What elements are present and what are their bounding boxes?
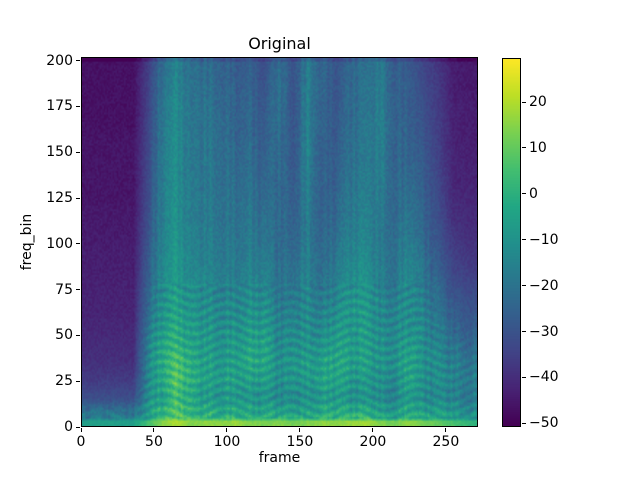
y-tick-mark <box>76 289 80 291</box>
colorbar-gradient <box>503 59 520 426</box>
x-tick-mark <box>445 428 447 432</box>
plot-area <box>81 57 478 427</box>
y-tick-mark <box>76 426 80 428</box>
colorbar <box>502 58 521 427</box>
x-tick-label: 250 <box>432 434 460 450</box>
colorbar-tick-mark <box>522 285 526 287</box>
y-tick-label: 100 <box>46 235 73 252</box>
y-tick-mark <box>76 197 80 199</box>
x-tick-label: 100 <box>213 434 241 450</box>
y-tick-label: 75 <box>55 281 73 298</box>
x-tick-label: 200 <box>359 434 387 450</box>
colorbar-tick-mark <box>522 101 526 103</box>
colorbar-tick-label: −10 <box>529 231 559 248</box>
x-tick-mark <box>153 428 155 432</box>
x-tick-label: 150 <box>286 434 314 450</box>
colorbar-tick-label: −40 <box>529 369 559 386</box>
colorbar-tick-mark <box>522 422 526 424</box>
y-tick-mark <box>76 380 80 382</box>
colorbar-tick-mark <box>522 147 526 149</box>
colorbar-tick-label: 20 <box>529 94 547 111</box>
x-tick-mark <box>372 428 374 432</box>
x-tick-mark <box>299 428 301 432</box>
colorbar-tick-mark <box>522 376 526 378</box>
colorbar-tick-label: −30 <box>529 323 559 340</box>
x-axis-label: frame <box>258 450 301 466</box>
x-tick-mark <box>226 428 228 432</box>
x-tick-label: 0 <box>76 434 86 450</box>
colorbar-tick-label: 0 <box>529 185 538 202</box>
y-tick-mark <box>76 151 80 153</box>
y-tick-label: 200 <box>46 52 73 69</box>
y-tick-label: 25 <box>55 373 73 390</box>
y-tick-label: 50 <box>55 327 73 344</box>
plot-title: Original <box>248 34 311 53</box>
y-tick-label: 125 <box>46 190 73 207</box>
x-tick-label: 50 <box>145 434 163 450</box>
colorbar-tick-label: −50 <box>529 415 559 432</box>
colorbar-tick-mark <box>522 331 526 333</box>
y-tick-mark <box>76 105 80 107</box>
colorbar-tick-mark <box>522 193 526 195</box>
y-tick-label: 150 <box>46 144 73 161</box>
y-tick-mark <box>76 243 80 245</box>
x-tick-mark <box>80 428 82 432</box>
colorbar-tick-label: 10 <box>529 139 547 156</box>
colorbar-tick-mark <box>522 239 526 241</box>
y-tick-label: 0 <box>64 419 73 435</box>
colorbar-tick-label: −20 <box>529 277 559 294</box>
y-tick-mark <box>76 334 80 336</box>
y-tick-label: 175 <box>46 98 73 115</box>
y-tick-mark <box>76 60 80 62</box>
y-axis-label: freq_bin <box>19 213 35 271</box>
spectrogram-image <box>82 58 477 426</box>
